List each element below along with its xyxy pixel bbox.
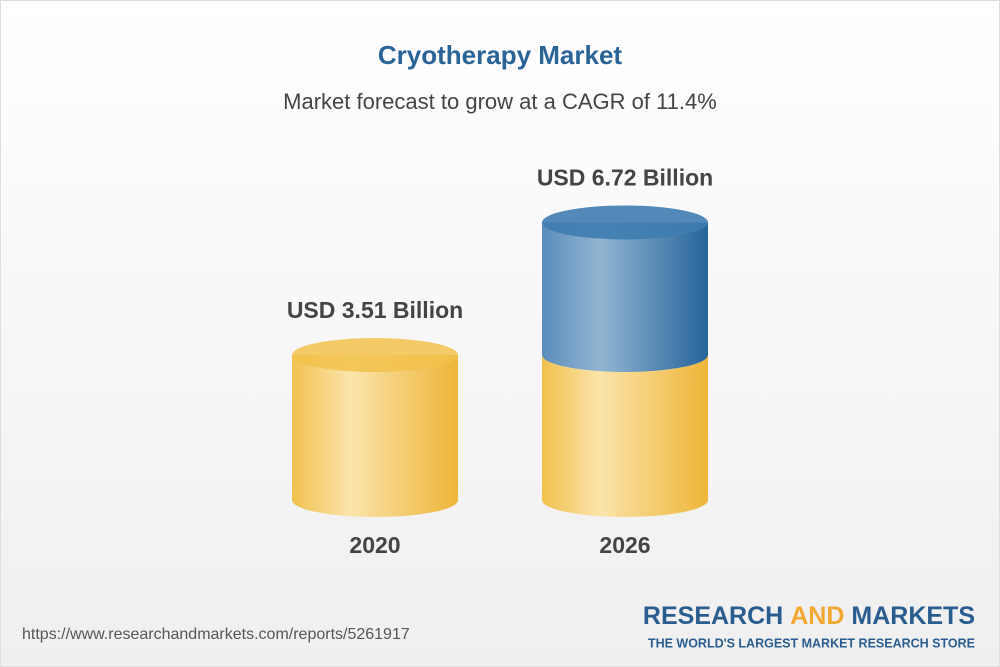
x-tick-label: 2020	[349, 532, 400, 558]
cylinder-top	[292, 338, 458, 373]
cylinder-growth	[542, 222, 708, 373]
cylinder-body	[292, 355, 458, 517]
x-tick-label: 2026	[599, 532, 650, 558]
value-label: USD 6.72 Billion	[537, 165, 713, 191]
cylinder-top	[542, 205, 708, 240]
value-label: USD 3.51 Billion	[287, 297, 463, 323]
tagline: THE WORLD'S LARGEST MARKET RESEARCH STOR…	[648, 636, 975, 650]
source-url: https://www.researchandmarkets.com/repor…	[22, 626, 410, 643]
brand-word: MARKETS	[851, 602, 975, 630]
chart-title: Cryotherapy Market	[378, 40, 623, 70]
cylinder-body	[542, 355, 708, 517]
chart-subtitle: Market forecast to grow at a CAGR of 11.…	[283, 89, 717, 114]
brand-word: AND	[790, 602, 844, 630]
brand: RESEARCH AND MARKETS	[643, 602, 975, 630]
brand-word: RESEARCH	[643, 602, 783, 630]
